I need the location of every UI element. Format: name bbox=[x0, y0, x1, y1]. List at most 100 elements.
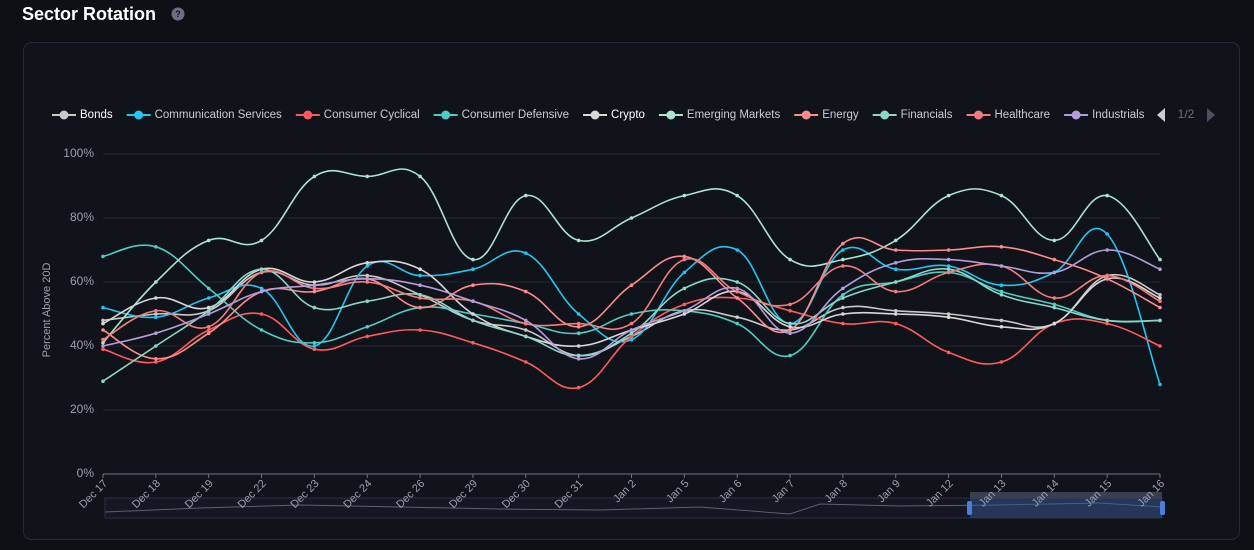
data-point bbox=[101, 379, 105, 384]
legend-next[interactable] bbox=[1207, 108, 1215, 122]
legend-item[interactable]: Consumer Cyclical bbox=[295, 109, 420, 121]
zoom-handle[interactable] bbox=[1160, 501, 1165, 515]
data-point bbox=[629, 328, 634, 332]
zoom-window[interactable] bbox=[970, 498, 1162, 518]
legend-label: Consumer Cyclical bbox=[324, 109, 420, 121]
data-point bbox=[1052, 305, 1057, 310]
data-point bbox=[524, 193, 528, 198]
data-point bbox=[893, 261, 898, 265]
legend-label: Communication Services bbox=[155, 109, 282, 121]
data-point bbox=[946, 264, 951, 268]
data-point bbox=[629, 216, 634, 220]
data-point bbox=[893, 267, 898, 272]
legend-dot bbox=[973, 110, 983, 120]
data-point bbox=[946, 270, 951, 275]
data-point bbox=[206, 312, 211, 316]
help-icon-mark: ? bbox=[175, 9, 181, 19]
data-point bbox=[629, 331, 634, 336]
data-point bbox=[259, 286, 264, 291]
y-tick-label: 20% bbox=[70, 402, 94, 416]
data-point bbox=[206, 309, 211, 313]
data-point bbox=[946, 257, 951, 262]
chart-title: Sector Rotation bbox=[22, 4, 156, 24]
data-point bbox=[946, 193, 951, 198]
data-point bbox=[365, 277, 370, 281]
data-point bbox=[841, 257, 845, 262]
legend-item[interactable]: Emerging Markets bbox=[658, 109, 781, 121]
data-point bbox=[101, 321, 105, 326]
data-point bbox=[365, 264, 370, 268]
data-point bbox=[1052, 302, 1057, 307]
data-point bbox=[788, 257, 792, 262]
data-point bbox=[682, 286, 687, 291]
legend-item[interactable]: Bonds bbox=[52, 109, 113, 121]
data-point bbox=[312, 174, 317, 179]
data-point bbox=[576, 331, 581, 336]
data-point bbox=[101, 341, 105, 345]
data-point bbox=[629, 337, 634, 342]
data-point bbox=[999, 264, 1004, 268]
data-point bbox=[576, 357, 581, 361]
zoom-slider[interactable] bbox=[104, 492, 1165, 519]
data-point bbox=[154, 296, 158, 300]
data-point bbox=[946, 315, 951, 320]
data-point bbox=[418, 293, 422, 297]
help-icon[interactable] bbox=[171, 7, 185, 21]
data-point bbox=[999, 289, 1004, 294]
data-point bbox=[471, 283, 475, 288]
data-point bbox=[1105, 248, 1109, 252]
legend-item[interactable]: Communication Services bbox=[126, 109, 282, 121]
legend-item[interactable]: Crypto bbox=[583, 109, 645, 121]
data-point bbox=[841, 286, 845, 291]
data-point bbox=[101, 337, 105, 342]
series-line bbox=[102, 168, 1161, 344]
legend-item[interactable]: Financials bbox=[872, 109, 953, 121]
legend-page: 1/2 bbox=[1178, 107, 1195, 121]
legend-dot bbox=[1071, 110, 1081, 120]
data-point bbox=[312, 283, 317, 288]
zoom-grip[interactable] bbox=[970, 492, 1162, 498]
data-point bbox=[1052, 296, 1057, 300]
data-point bbox=[259, 267, 264, 272]
legend-item[interactable]: Healthcare bbox=[966, 109, 1050, 121]
data-point bbox=[841, 264, 845, 268]
data-point bbox=[576, 385, 581, 390]
y-tick-label: 0% bbox=[77, 466, 95, 480]
data-point bbox=[1105, 232, 1109, 236]
zoom-handle[interactable] bbox=[967, 501, 972, 515]
data-point bbox=[788, 328, 792, 332]
data-point bbox=[206, 328, 211, 332]
data-point bbox=[841, 305, 845, 310]
data-point bbox=[841, 312, 845, 316]
legend-dot bbox=[801, 110, 811, 120]
data-point bbox=[946, 312, 951, 316]
data-point bbox=[259, 270, 264, 275]
data-point bbox=[893, 321, 898, 326]
data-point bbox=[312, 289, 317, 294]
series-line bbox=[102, 296, 1161, 390]
legend-item[interactable]: Consumer Defensive bbox=[433, 109, 569, 121]
data-point bbox=[1052, 238, 1057, 243]
data-point bbox=[893, 309, 898, 313]
data-point bbox=[365, 174, 370, 179]
legend-label: Crypto bbox=[611, 109, 645, 121]
legend-prev[interactable] bbox=[1157, 108, 1165, 122]
data-point bbox=[682, 193, 687, 198]
data-point bbox=[893, 238, 898, 243]
data-point bbox=[946, 248, 951, 252]
data-point bbox=[576, 312, 581, 316]
panel bbox=[23, 42, 1240, 540]
data-point bbox=[1052, 257, 1057, 262]
legend-item[interactable]: Industrials bbox=[1064, 109, 1145, 121]
legend-item[interactable]: Energy bbox=[794, 109, 859, 121]
data-point bbox=[418, 174, 422, 179]
data-point bbox=[259, 289, 264, 294]
data-point bbox=[682, 302, 687, 307]
data-point bbox=[154, 331, 158, 336]
data-point bbox=[735, 315, 739, 320]
data-point bbox=[735, 289, 739, 294]
legend-label: Industrials bbox=[1092, 109, 1145, 121]
data-point bbox=[629, 312, 634, 316]
data-point bbox=[312, 347, 317, 352]
data-point bbox=[471, 341, 475, 345]
